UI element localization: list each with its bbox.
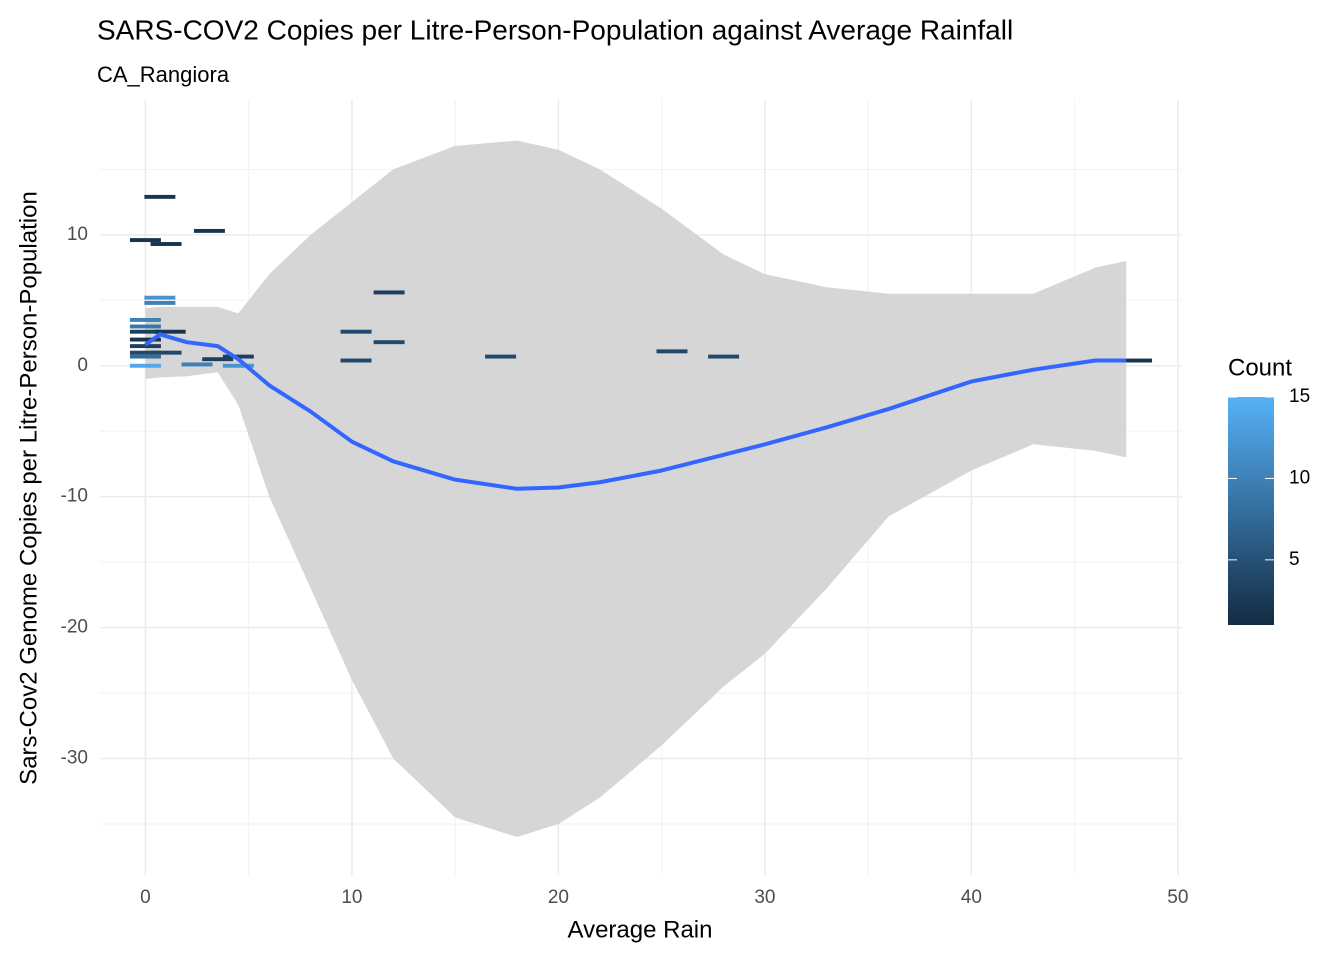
bin-tile [150, 242, 182, 246]
y-tick-label: 0 [77, 355, 88, 376]
bin-tile [144, 295, 176, 300]
colorbar [1228, 397, 1274, 625]
bin-tile [129, 350, 161, 355]
bin-tile [373, 290, 405, 295]
y-axis-label: Sars-Cov2 Genome Copies per Litre-Person… [15, 191, 42, 785]
bin-tile [129, 337, 161, 342]
bin-tile [193, 228, 225, 233]
chart-subtitle: CA_Rangiora [97, 62, 230, 87]
bin-tile [144, 194, 176, 199]
bin-tile [129, 354, 161, 359]
bin-tile [485, 354, 517, 359]
y-tick-label: 10 [67, 224, 88, 245]
bin-tile [129, 317, 161, 322]
legend-title: Count [1228, 354, 1292, 381]
bin-tile [340, 358, 372, 363]
x-tick-label: 10 [341, 887, 362, 908]
x-tick-label: 0 [140, 887, 151, 908]
bin-tile [129, 344, 161, 349]
bin-tile [154, 329, 186, 334]
bin-tile [150, 350, 182, 355]
x-tick-label: 40 [961, 887, 982, 908]
legend-tick-label: 15 [1289, 386, 1310, 407]
legend-tick-label: 5 [1289, 549, 1300, 570]
chart-title: SARS-COV2 Copies per Litre-Person-Popula… [97, 14, 1013, 45]
smooth-line [144, 332, 1127, 491]
confidence-band [145, 140, 1127, 838]
x-axis-label: Average Rain [568, 916, 713, 943]
bin-tile [1121, 358, 1153, 363]
bin-tile [129, 363, 161, 368]
x-tick-label: 50 [1167, 887, 1188, 908]
bin-tile [129, 329, 161, 334]
bin-tile [656, 349, 688, 354]
bin-tile [708, 354, 740, 359]
y-tick-label: -30 [61, 748, 88, 769]
x-tick-label: 30 [754, 887, 775, 908]
bin-tile [129, 324, 161, 329]
bin-tile [144, 300, 176, 305]
bin-tile [129, 238, 161, 243]
bin-tile [373, 340, 405, 345]
bin-tile [202, 357, 234, 362]
y-tick-label: -10 [61, 486, 88, 507]
bin-tile [181, 362, 213, 367]
x-tick-label: 20 [548, 887, 569, 908]
y-tick-label: -20 [61, 617, 88, 638]
bin-tile [222, 354, 254, 359]
legend-tick-label: 10 [1289, 467, 1310, 488]
bin-tile [222, 363, 254, 368]
bin-tile [340, 329, 372, 334]
